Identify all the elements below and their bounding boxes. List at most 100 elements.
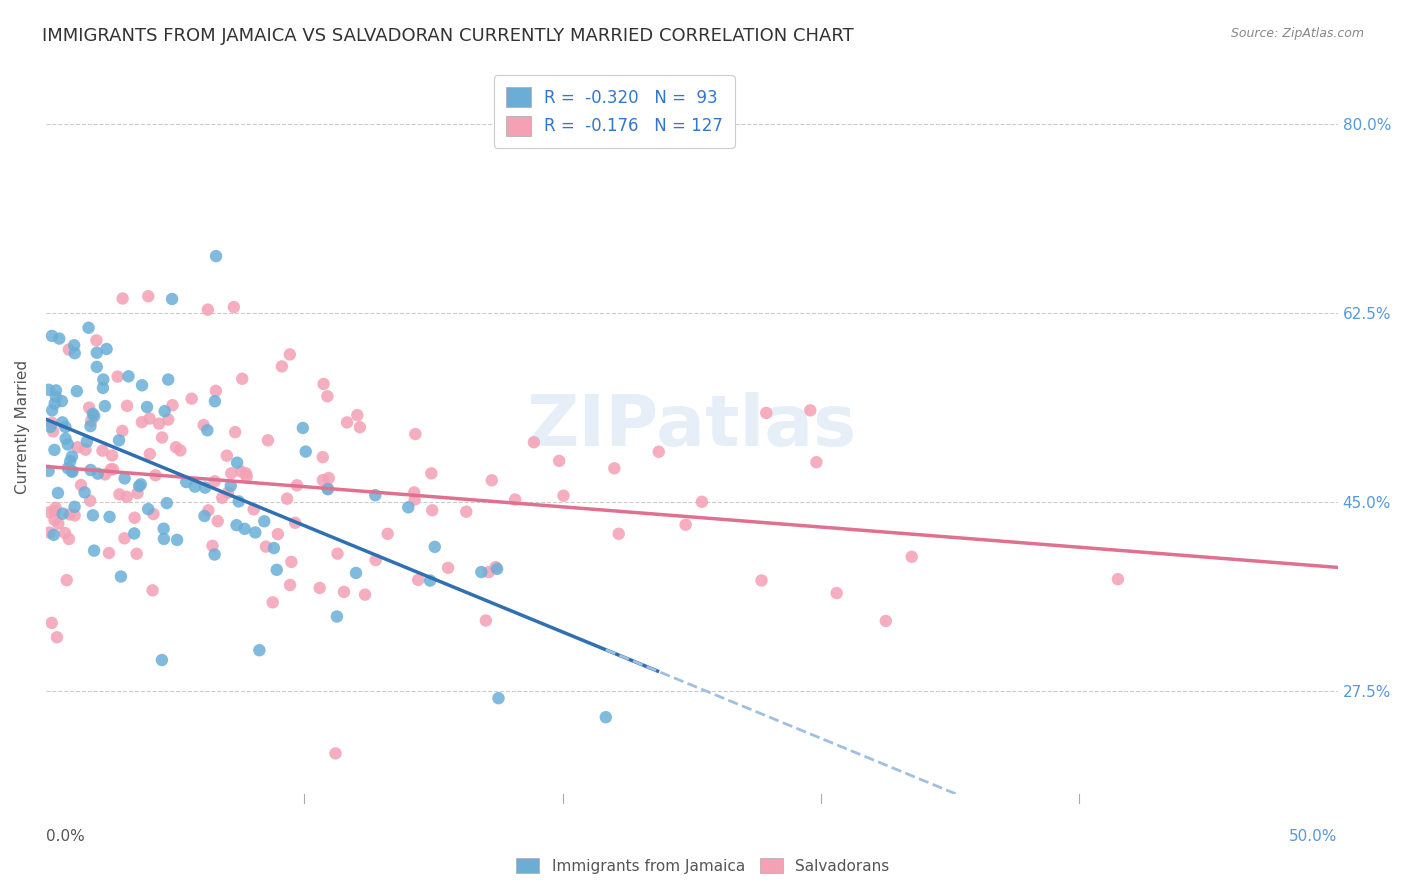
Point	[318, 471, 340, 485]
Point	[131, 415, 153, 429]
Point	[38, 383, 60, 397]
Point	[55, 573, 77, 587]
Point	[108, 487, 131, 501]
Point	[226, 456, 249, 470]
Point	[53, 526, 76, 541]
Point	[201, 539, 224, 553]
Point	[97, 546, 120, 560]
Point	[195, 423, 218, 437]
Point	[169, 443, 191, 458]
Point	[153, 532, 176, 546]
Point	[94, 399, 117, 413]
Text: IMMIGRANTS FROM JAMAICA VS SALVADORAN CURRENTLY MARRIED CORRELATION CHART: IMMIGRANTS FROM JAMAICA VS SALVADORAN CU…	[42, 27, 853, 45]
Point	[60, 450, 83, 464]
Point	[364, 488, 387, 502]
Point	[136, 502, 159, 516]
Point	[110, 569, 132, 583]
Point	[354, 588, 377, 602]
Point	[142, 583, 165, 598]
Point	[60, 465, 83, 479]
Point	[87, 467, 110, 481]
Point	[254, 540, 277, 554]
Point	[204, 475, 226, 489]
Point	[548, 454, 571, 468]
Point	[42, 528, 65, 542]
Point	[219, 479, 242, 493]
Y-axis label: Currently Married: Currently Married	[15, 359, 30, 494]
Point	[253, 514, 276, 528]
Point	[138, 411, 160, 425]
Point	[115, 490, 138, 504]
Point	[60, 464, 83, 478]
Point	[333, 585, 356, 599]
Point	[82, 508, 104, 523]
Point	[86, 334, 108, 348]
Point	[285, 478, 308, 492]
Point	[180, 392, 202, 406]
Point	[364, 553, 387, 567]
Text: 0.0%: 0.0%	[46, 829, 84, 844]
Point	[153, 404, 176, 418]
Point	[404, 492, 426, 507]
Point	[83, 409, 105, 423]
Point	[174, 475, 197, 489]
Point	[111, 424, 134, 438]
Point	[690, 495, 713, 509]
Point	[406, 573, 429, 587]
Point	[204, 548, 226, 562]
Point	[114, 471, 136, 485]
Point	[45, 500, 67, 515]
Point	[160, 292, 183, 306]
Point	[280, 555, 302, 569]
Point	[875, 614, 897, 628]
Point	[42, 425, 65, 439]
Point	[204, 394, 226, 409]
Point	[1107, 572, 1129, 586]
Point	[217, 486, 239, 500]
Point	[197, 503, 219, 517]
Point	[111, 292, 134, 306]
Point	[207, 514, 229, 528]
Point	[41, 416, 63, 430]
Point	[136, 289, 159, 303]
Point	[478, 565, 501, 579]
Point	[63, 346, 86, 360]
Point	[166, 533, 188, 547]
Point	[127, 486, 149, 500]
Point	[475, 614, 498, 628]
Point	[247, 643, 270, 657]
Point	[291, 421, 314, 435]
Point	[108, 434, 131, 448]
Point	[157, 412, 180, 426]
Point	[404, 485, 426, 500]
Point	[128, 479, 150, 493]
Point	[235, 467, 257, 481]
Point	[485, 560, 508, 574]
Point	[59, 454, 82, 468]
Point	[56, 437, 79, 451]
Point	[79, 463, 101, 477]
Point	[312, 450, 335, 464]
Point	[150, 430, 173, 444]
Point	[44, 442, 66, 457]
Point	[344, 566, 367, 580]
Point	[73, 485, 96, 500]
Point	[326, 547, 349, 561]
Point	[308, 581, 330, 595]
Point	[423, 540, 446, 554]
Point	[262, 595, 284, 609]
Point	[44, 397, 66, 411]
Point	[224, 425, 246, 440]
Point	[486, 562, 509, 576]
Point	[270, 359, 292, 374]
Point	[312, 377, 335, 392]
Point	[41, 615, 63, 630]
Point	[228, 494, 250, 508]
Point	[197, 302, 219, 317]
Point	[150, 653, 173, 667]
Point	[125, 547, 148, 561]
Point	[94, 467, 117, 482]
Point	[139, 447, 162, 461]
Point	[278, 578, 301, 592]
Point	[148, 417, 170, 431]
